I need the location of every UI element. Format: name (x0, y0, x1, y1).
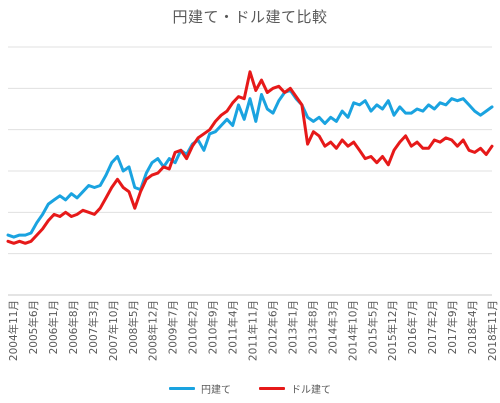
legend-label-dollar: ドル建て (291, 385, 331, 396)
x-tick-label: 2011年4月 (227, 300, 240, 354)
x-tick-label: 2007年10月 (107, 300, 120, 361)
x-tick-label: 2018年4月 (466, 300, 479, 354)
x-tick-label: 2013年8月 (306, 300, 319, 354)
x-tick-label: 2010年9月 (207, 300, 220, 354)
x-tick-label: 2012年6月 (267, 300, 280, 354)
x-tick-label: 2015年5月 (366, 300, 379, 354)
x-tick-label: 2018年11月 (486, 300, 499, 361)
x-tick-label: 2006年8月 (67, 300, 80, 354)
x-tick-label: 2011年11月 (247, 300, 260, 361)
x-tick-label: 2006年1月 (47, 300, 60, 354)
x-tick-label: 2017年2月 (426, 300, 439, 354)
x-tick-label: 2008年5月 (127, 300, 140, 354)
x-tick-label: 2014年10月 (346, 300, 359, 361)
series-line-0 (6, 88, 494, 239)
x-tick-label: 2005年6月 (27, 300, 40, 354)
x-tick-label: 2017年9月 (446, 300, 459, 354)
x-tick-label: 2013年1月 (286, 300, 299, 354)
legend-item-dollar: ドル建て (259, 381, 331, 396)
x-tick-label: 2010年2月 (187, 300, 200, 354)
x-tick-label: 2016年7月 (406, 300, 419, 354)
x-tick-label: 2004年11月 (7, 300, 20, 361)
legend-item-yen: 円建て (169, 381, 231, 396)
legend-swatch-yen (169, 387, 195, 390)
legend-label-yen: 円建て (201, 385, 231, 396)
x-tick-label: 2015年12月 (386, 300, 399, 361)
x-tick-label: 2014年3月 (326, 300, 339, 354)
series-line-1 (6, 70, 494, 245)
x-tick-label: 2008年12月 (147, 300, 160, 361)
x-tick-label: 2009年7月 (167, 300, 180, 354)
legend-swatch-dollar (259, 387, 285, 390)
chart-legend: 円建て ドル建て (0, 381, 500, 396)
chart-title: 円建て・ドル建て比較 (172, 8, 328, 26)
x-tick-label: 2007年3月 (87, 300, 100, 354)
